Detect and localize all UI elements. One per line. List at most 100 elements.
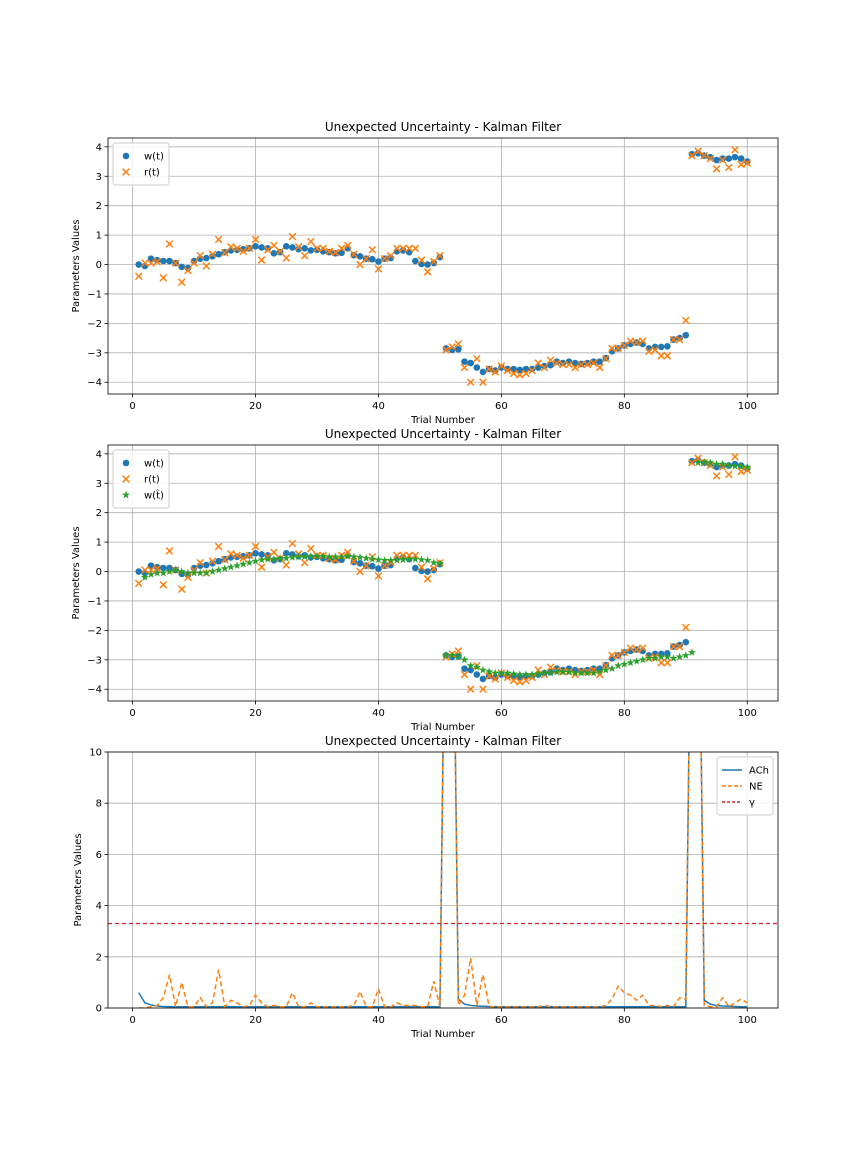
series-1-point [620, 648, 629, 657]
series-1-point [227, 243, 235, 251]
series-0-point [498, 364, 505, 371]
series-2-point [724, 461, 733, 469]
series-1-point [448, 343, 457, 351]
series-0-point [719, 155, 726, 162]
series-0-point [516, 366, 524, 374]
series-0-point [442, 345, 450, 352]
series-2-point [171, 565, 180, 574]
series-2-point [552, 667, 561, 676]
series-1-point [681, 623, 690, 632]
series-0-point [424, 568, 431, 575]
legend-marker [122, 459, 130, 467]
series-1-point [368, 245, 377, 254]
series-2-point [626, 658, 635, 667]
series-1-point [134, 579, 143, 588]
legend-label: γ [749, 798, 755, 809]
series-0-point [553, 358, 561, 365]
panel-1-title: Unexpected Uncertainty - Kalman Filter [325, 120, 561, 134]
series-1-point [399, 244, 407, 253]
y-tick-label: 0 [96, 1004, 102, 1015]
legend-marker [122, 168, 130, 176]
panel-2-xlabel: Trial Number [410, 722, 476, 733]
series-1-point [386, 251, 395, 260]
series-0-point [356, 252, 364, 260]
series-0-point [258, 244, 265, 251]
legend-label: r(t) [144, 475, 160, 486]
series-1-point [294, 243, 303, 251]
series-1-point [257, 563, 266, 571]
series-0-point [270, 250, 278, 257]
series-1-point [300, 251, 309, 260]
x-tick-label: 40 [372, 1015, 385, 1026]
series-2-point [386, 556, 395, 564]
series-0-point [252, 549, 259, 557]
series-1-point [442, 346, 450, 354]
series-0-point [252, 242, 259, 250]
series-2-point [269, 554, 278, 563]
series-0-point [412, 564, 419, 572]
series-0-point [707, 153, 714, 161]
series-2-point [300, 552, 309, 561]
series-0-point [135, 568, 143, 575]
series-1-point [706, 461, 715, 470]
series-1-point [307, 544, 315, 553]
series-0-point [473, 364, 481, 371]
series-2-point [399, 555, 408, 564]
x-tick-label: 60 [495, 401, 508, 412]
panel-2: Unexpected Uncertainty - Kalman Filter T… [71, 427, 779, 733]
series-0-point [215, 557, 222, 565]
series-2-point [663, 652, 672, 661]
x-tick-label: 20 [249, 401, 262, 412]
series-0-point [239, 245, 247, 253]
series-0-point [190, 564, 198, 572]
series-1-point [276, 247, 284, 256]
series-0-point [375, 258, 382, 265]
series-1-point [184, 266, 192, 275]
series-2-point [140, 573, 149, 581]
series-1-point [233, 244, 241, 253]
series-1-point [331, 248, 340, 257]
series-1-point [405, 244, 414, 253]
series-0-point [731, 153, 739, 161]
x-tick-label: 0 [129, 401, 135, 412]
series-1-point [251, 235, 260, 244]
series-1-point [331, 555, 340, 564]
series-2-point [177, 567, 186, 575]
series-2-point [521, 670, 530, 678]
series-2-point [472, 662, 481, 671]
series-2-point [313, 552, 321, 560]
y-tick-label: −4 [87, 378, 102, 389]
series-1-point [411, 244, 420, 253]
panel-1-ylabel: Parameters Values [71, 219, 82, 312]
series-0-point [491, 367, 499, 374]
series-0-point [682, 638, 690, 646]
series-1-point [638, 337, 647, 345]
series-2-point [620, 660, 629, 668]
series-1-point [663, 351, 672, 360]
series-1-point [614, 651, 623, 660]
series-2-point [460, 655, 469, 664]
series-2-point [515, 670, 524, 678]
series-1-point [208, 557, 217, 566]
series-1-point [632, 338, 641, 347]
series-1-point [313, 244, 321, 253]
series-1-point [552, 359, 561, 367]
panel-3: Unexpected Uncertainty - Kalman Filter T… [73, 734, 779, 1040]
series-2-point [485, 667, 494, 675]
series-0-point [209, 559, 216, 567]
series-2-point [226, 562, 235, 571]
series-2-point [202, 568, 211, 577]
series-2-point [491, 668, 500, 677]
x-tick-label: 20 [249, 708, 262, 719]
series-1-point [577, 360, 586, 369]
series-1-point [681, 316, 690, 325]
series-1-point [288, 232, 297, 241]
y-tick-label: 6 [96, 850, 102, 861]
series-0-point [473, 671, 481, 678]
series-0-point [307, 247, 315, 254]
series-1-point [491, 675, 500, 683]
series-1-point [196, 251, 205, 260]
series-0-line [138, 752, 748, 1008]
series-2-point [503, 668, 512, 677]
series-2-point [669, 654, 678, 662]
